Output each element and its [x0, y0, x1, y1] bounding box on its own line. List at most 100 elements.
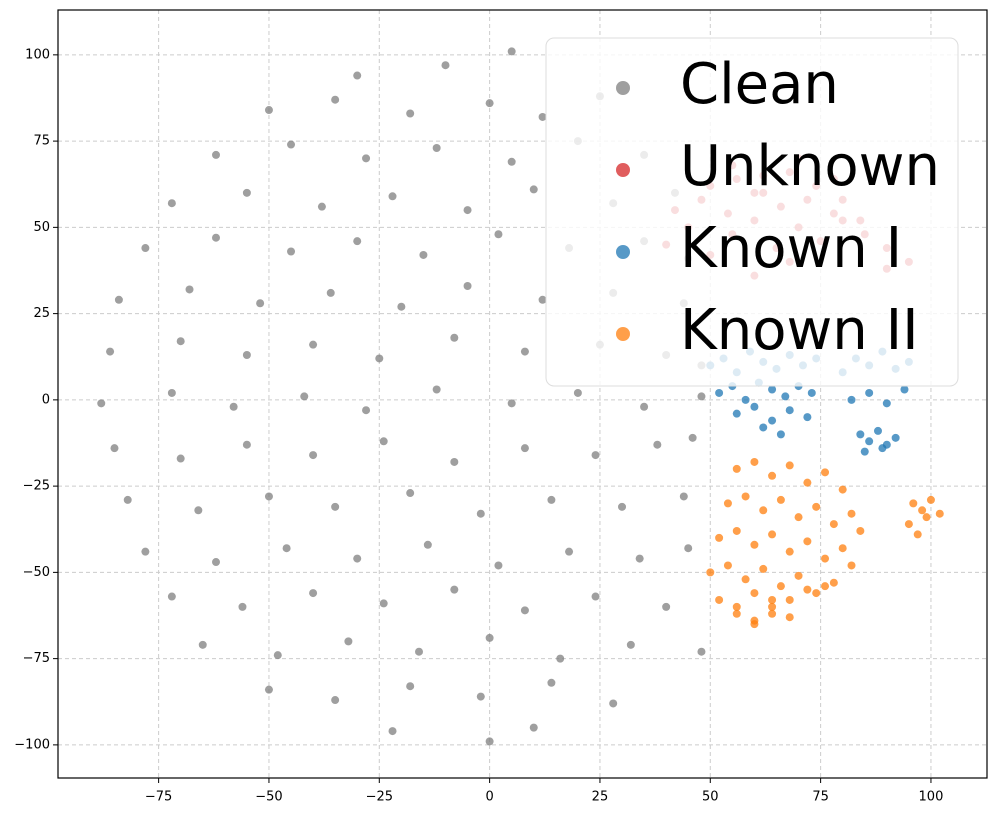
point — [547, 495, 556, 504]
point — [309, 340, 318, 349]
point — [768, 471, 777, 480]
point — [626, 640, 635, 649]
point — [423, 540, 432, 549]
point — [706, 568, 715, 577]
point — [821, 468, 830, 477]
x-tick-label: 100 — [919, 790, 944, 805]
point — [379, 437, 388, 446]
point — [485, 99, 494, 108]
point — [591, 592, 600, 601]
point — [211, 150, 220, 159]
point — [331, 696, 340, 705]
point — [750, 540, 759, 549]
point — [776, 430, 785, 439]
plot-frame — [57, 9, 988, 779]
y-tick-label: −25 — [23, 479, 50, 494]
point — [812, 502, 821, 511]
point — [375, 354, 384, 363]
point — [847, 561, 856, 570]
point — [918, 506, 927, 515]
point — [785, 406, 794, 415]
point — [732, 464, 741, 473]
point — [353, 237, 362, 246]
point — [768, 530, 777, 539]
point — [697, 647, 706, 656]
point — [732, 602, 741, 611]
point — [344, 637, 353, 646]
point — [794, 571, 803, 580]
point — [741, 492, 750, 501]
y-tick-label: −100 — [14, 737, 50, 752]
point — [463, 282, 472, 291]
point — [167, 592, 176, 601]
point — [406, 489, 415, 498]
legend-marker — [616, 163, 630, 177]
point — [198, 640, 207, 649]
point — [776, 495, 785, 504]
point — [211, 233, 220, 242]
point — [926, 495, 935, 504]
point — [529, 185, 538, 194]
point — [715, 533, 724, 542]
point — [768, 609, 777, 618]
legend-marker — [616, 245, 630, 259]
point — [715, 595, 724, 604]
point — [538, 295, 547, 304]
point — [529, 723, 538, 732]
point — [485, 633, 494, 642]
point — [494, 561, 503, 570]
point — [176, 454, 185, 463]
x-tick-label: 75 — [812, 790, 829, 805]
point — [441, 61, 450, 70]
point — [331, 95, 340, 104]
legend-marker — [616, 327, 630, 341]
point — [123, 495, 132, 504]
point — [141, 547, 150, 556]
point — [821, 582, 830, 591]
point — [353, 71, 362, 80]
point — [785, 613, 794, 622]
point — [287, 140, 296, 149]
point — [110, 444, 119, 453]
y-tick-label: 25 — [33, 306, 50, 321]
point — [741, 575, 750, 584]
point — [547, 678, 556, 687]
point — [768, 602, 777, 611]
point — [97, 399, 106, 408]
point — [185, 285, 194, 294]
point — [520, 606, 529, 615]
point — [829, 578, 838, 587]
point — [256, 299, 265, 308]
point — [768, 595, 777, 604]
point — [891, 433, 900, 442]
point — [922, 513, 931, 522]
point — [688, 433, 697, 442]
point — [847, 395, 856, 404]
point — [794, 513, 803, 522]
point — [167, 199, 176, 208]
point — [847, 509, 856, 518]
legend-box — [545, 37, 959, 387]
point — [856, 526, 865, 535]
point — [803, 413, 812, 422]
point — [476, 509, 485, 518]
point — [317, 202, 326, 211]
point — [697, 392, 706, 401]
point — [507, 47, 516, 56]
point — [838, 544, 847, 553]
point — [635, 554, 644, 563]
legend-marker — [616, 81, 630, 95]
point — [287, 247, 296, 256]
point — [860, 447, 869, 456]
point — [106, 347, 115, 356]
point — [415, 647, 424, 656]
point — [353, 554, 362, 563]
point — [856, 430, 865, 439]
point — [759, 506, 768, 515]
point — [485, 737, 494, 746]
point — [913, 530, 922, 539]
point — [741, 395, 750, 404]
point — [397, 302, 406, 311]
point — [264, 492, 273, 501]
